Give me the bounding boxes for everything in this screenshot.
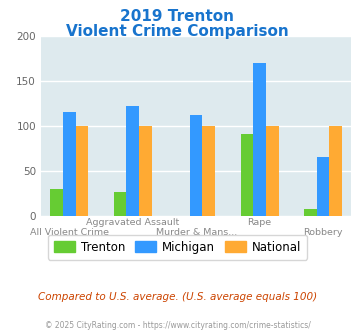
Bar (329, 126, 342, 216)
Bar (63, 112, 76, 216)
Bar (76, 126, 88, 216)
Legend: Trenton, Michigan, National: Trenton, Michigan, National (48, 235, 307, 260)
Bar (240, 134, 253, 216)
Bar (266, 126, 279, 216)
Text: All Violent Crime: All Violent Crime (30, 228, 109, 237)
Bar (126, 107, 139, 216)
Bar (114, 192, 126, 216)
Bar (253, 63, 266, 216)
Bar (50, 189, 63, 216)
Text: Murder & Mans...: Murder & Mans... (155, 228, 237, 237)
Bar (202, 126, 215, 216)
Bar (139, 126, 152, 216)
Text: Violent Crime Comparison: Violent Crime Comparison (66, 24, 289, 39)
Text: 2019 Trenton: 2019 Trenton (120, 9, 235, 24)
Bar (190, 115, 202, 216)
Text: Compared to U.S. average. (U.S. average equals 100): Compared to U.S. average. (U.S. average … (38, 292, 317, 302)
Text: Rape: Rape (247, 218, 272, 227)
Text: Aggravated Assault: Aggravated Assault (86, 218, 179, 227)
Bar (304, 209, 317, 216)
Bar (317, 157, 329, 216)
Text: © 2025 CityRating.com - https://www.cityrating.com/crime-statistics/: © 2025 CityRating.com - https://www.city… (45, 321, 310, 330)
Text: Robbery: Robbery (303, 228, 343, 237)
